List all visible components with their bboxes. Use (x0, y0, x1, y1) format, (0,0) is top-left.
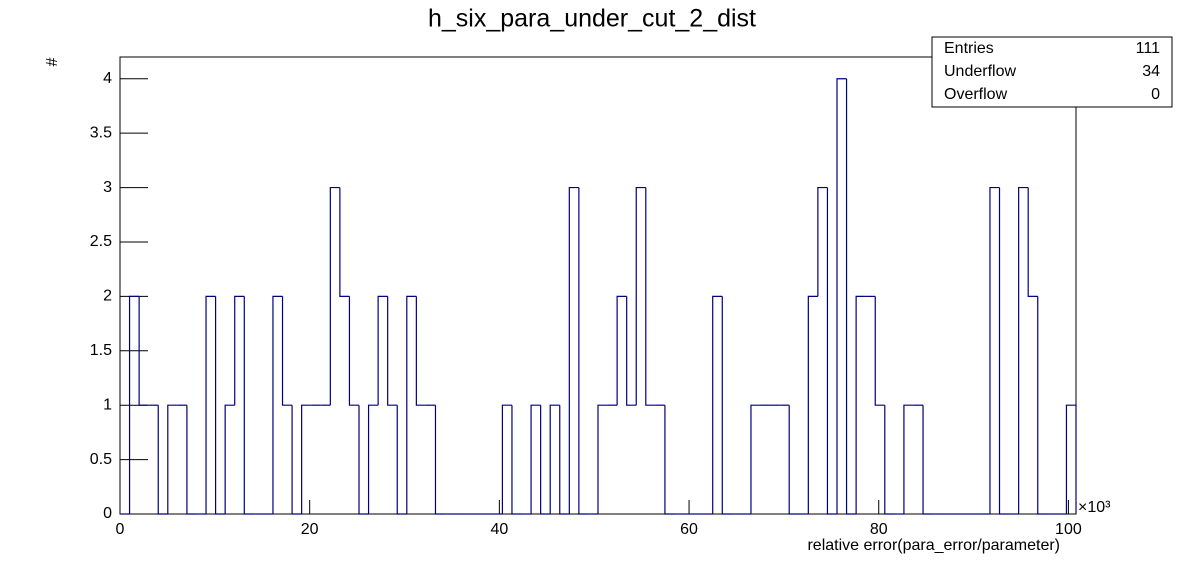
x-tick-label: 100 (1055, 521, 1082, 538)
histogram-bin (998, 187, 1010, 515)
histogram-bin (568, 186, 579, 514)
y-tick-label: 4 (103, 70, 112, 87)
y-tick-label: 2 (103, 288, 112, 305)
histogram-bin (626, 296, 637, 406)
histogram-bin (501, 404, 512, 514)
histogram-bin (406, 295, 417, 514)
histogram-bin (530, 404, 541, 514)
histogram-bin (826, 187, 837, 515)
histogram-bin (874, 296, 885, 406)
histogram-bin (348, 296, 359, 406)
x-axis-label: relative error(para_error/parameter) (807, 537, 1060, 554)
chart-title: h_six_para_under_cut_2_dist (428, 5, 756, 33)
histogram-bin (750, 404, 761, 514)
histogram-bin (712, 295, 723, 514)
histogram-bin (396, 405, 407, 515)
histogram-bin (884, 405, 895, 515)
histogram-bin (1037, 296, 1048, 515)
y-tick-label: 0.5 (90, 451, 112, 468)
histogram-bin (989, 186, 1000, 514)
histogram-bin (597, 404, 608, 514)
stats-value: 0 (1151, 86, 1160, 103)
histogram-bin (215, 296, 226, 515)
histogram-bin (301, 404, 312, 514)
histogram-bin (645, 187, 656, 406)
y-tick-label: 0 (103, 505, 112, 522)
x-tick-label: 40 (490, 521, 508, 538)
histogram-bin (616, 295, 627, 406)
histogram-bin (845, 78, 857, 515)
histogram-bin (721, 296, 732, 515)
histogram-bin (167, 404, 178, 514)
x-multiplier: ×10³ (1078, 499, 1111, 516)
histogram-bin (511, 405, 522, 515)
stats-value: 111 (1136, 40, 1160, 57)
histogram-bin (836, 78, 847, 514)
histogram-bin (1018, 186, 1029, 514)
histogram-bin (549, 404, 560, 514)
histogram-bin (559, 405, 570, 515)
y-tick-label: 3 (103, 179, 112, 196)
histogram-bin (224, 404, 235, 514)
histogram-bin (578, 187, 589, 515)
y-axis-label: # (44, 57, 61, 66)
histogram-bin (157, 405, 168, 515)
histogram-bin (855, 295, 866, 514)
histogram-bin (807, 295, 818, 514)
histogram-bin (272, 295, 283, 514)
histogram-bin (903, 404, 914, 514)
histogram-bin (234, 295, 245, 406)
histogram-bin (817, 186, 828, 297)
x-tick-label: 60 (680, 521, 698, 538)
histogram-bin (1027, 187, 1038, 297)
histogram-bin (387, 296, 398, 406)
y-tick-label: 1 (103, 396, 112, 413)
histogram-bin (291, 405, 302, 515)
stats-value: 34 (1142, 63, 1160, 80)
y-tick-label: 3.5 (90, 124, 112, 141)
histogram-bin (635, 186, 646, 406)
histogram-bin (329, 186, 340, 406)
histogram-bin (186, 405, 197, 515)
x-tick-label: 80 (870, 521, 888, 538)
histogram-bin (788, 405, 799, 515)
histogram-bin (922, 405, 933, 515)
histogram-bin (358, 405, 369, 515)
histogram-bin (281, 296, 293, 406)
histogram-bin (540, 405, 551, 515)
histogram-bin (377, 295, 388, 406)
y-tick-label: 2.5 (90, 233, 112, 250)
stats-label: Entries (944, 40, 994, 57)
histogram-bin (434, 405, 446, 515)
histogram-bin (339, 187, 350, 297)
histogram-bin (243, 296, 254, 515)
stats-label: Overflow (944, 86, 1008, 103)
histogram-bin (205, 295, 216, 514)
histogram-bin (128, 295, 140, 514)
histogram-bin (138, 296, 149, 406)
y-tick-label: 1.5 (90, 342, 112, 359)
histogram-bin (415, 296, 426, 406)
histogram-bin (1065, 404, 1077, 514)
histogram-bin (367, 404, 379, 514)
stats-box (931, 36, 1173, 108)
stats-label: Underflow (944, 63, 1016, 80)
x-tick-label: 20 (301, 521, 319, 538)
histogram-bin (664, 405, 675, 515)
x-tick-label: 0 (116, 521, 125, 538)
